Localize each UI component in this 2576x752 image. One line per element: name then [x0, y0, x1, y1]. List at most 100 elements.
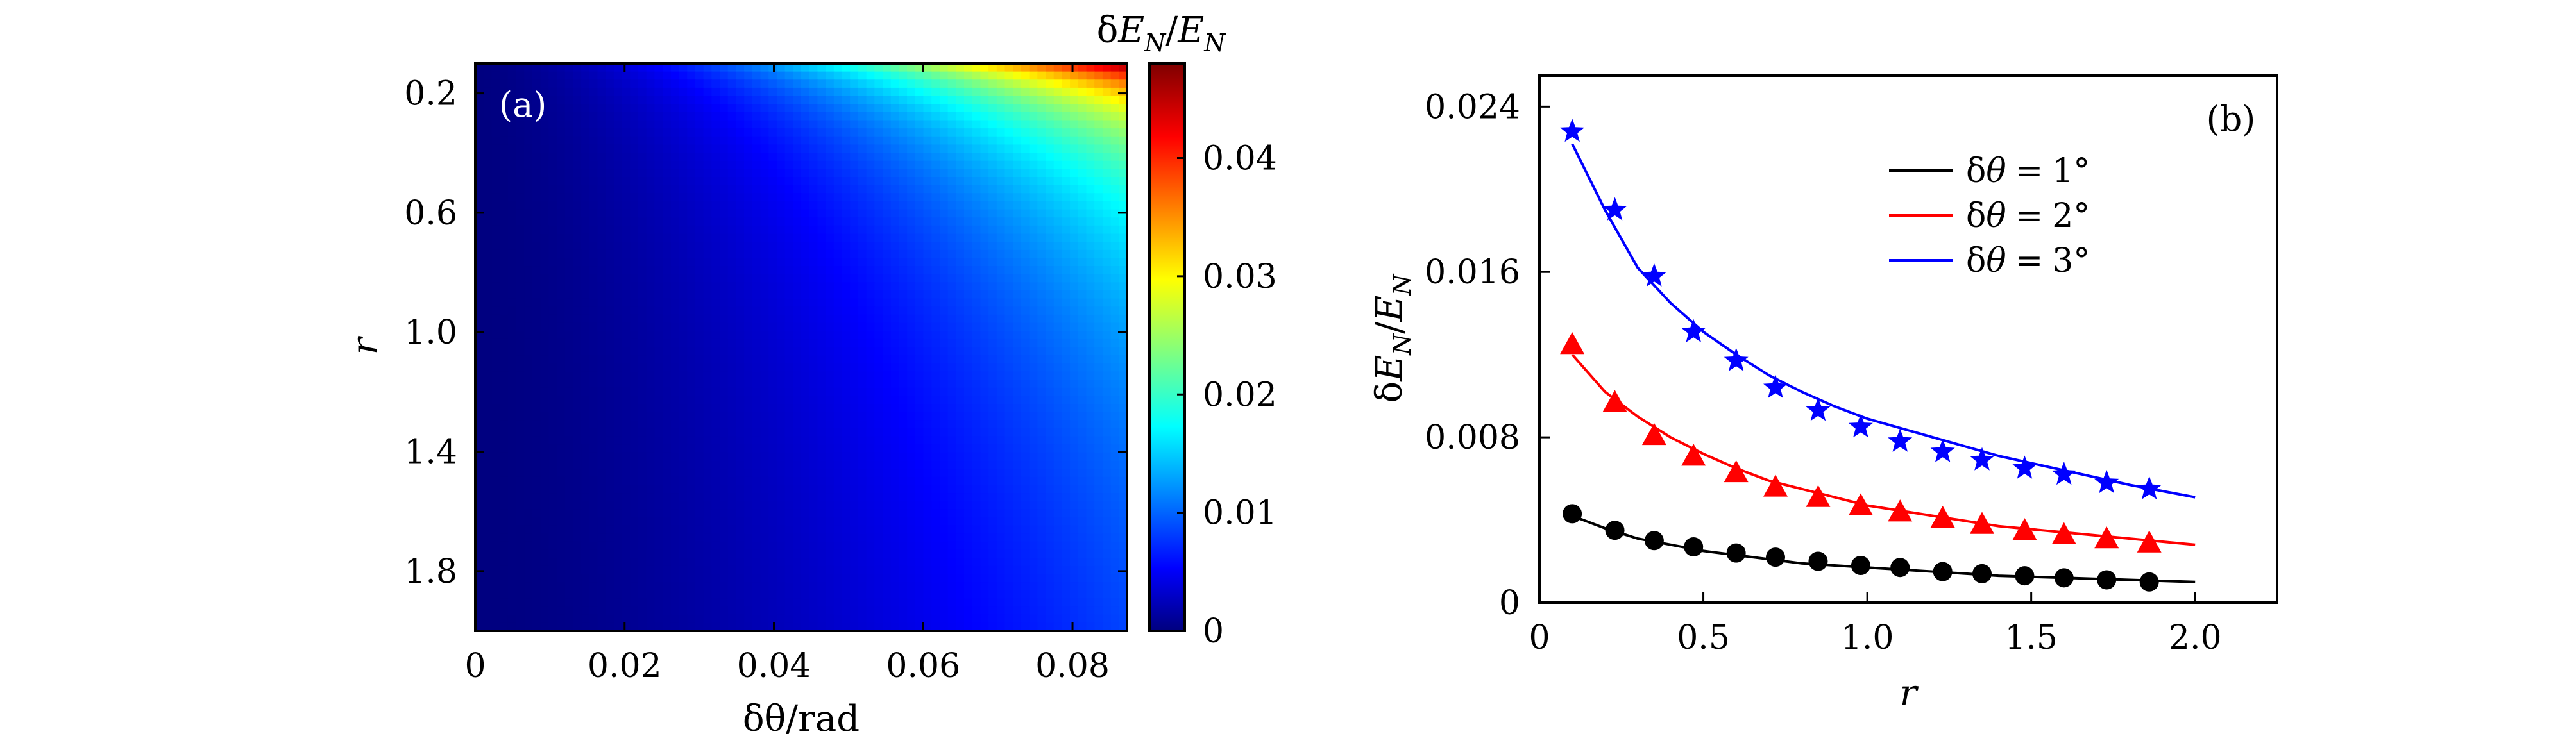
heatmap-cell: [947, 144, 957, 153]
heatmap-cell: [597, 517, 606, 526]
heatmap-cell: [630, 306, 639, 315]
heatmap-cell: [947, 290, 957, 299]
heatmap-cell: [500, 104, 509, 113]
heatmap-cell: [784, 112, 794, 121]
heatmap-cell: [760, 144, 769, 153]
heatmap-cell: [630, 258, 639, 267]
heatmap-cell: [516, 314, 525, 324]
heatmap-cell: [524, 347, 533, 356]
heatmap-cell: [540, 266, 550, 275]
heatmap-cell: [1046, 460, 1055, 469]
heatmap-cell: [597, 338, 606, 348]
heatmap-cell: [784, 120, 794, 129]
heatmap-cell: [809, 428, 818, 437]
heatmap-cell: [1013, 209, 1022, 219]
heatmap-cell: [956, 185, 965, 194]
heatmap-cell: [874, 274, 883, 283]
heatmap-cell: [548, 452, 557, 462]
heatmap-cell: [524, 412, 533, 421]
heatmap-cell: [507, 128, 517, 137]
heatmap-cell: [711, 282, 720, 291]
heatmap-cell: [883, 266, 892, 275]
heatmap-cell: [483, 460, 493, 469]
heatmap-cell: [784, 476, 794, 486]
heatmap-cell: [996, 476, 1006, 486]
heatmap-cell: [564, 444, 574, 453]
heatmap-cell: [1062, 331, 1071, 340]
heatmap-cell: [874, 128, 883, 137]
heatmap-cell: [532, 541, 541, 551]
heatmap-cell: [532, 436, 541, 446]
heatmap-cell: [507, 444, 517, 453]
heatmap-cell: [972, 533, 981, 542]
heatmap-cell: [711, 420, 720, 429]
heatmap-cell: [516, 380, 525, 389]
heatmap-cell: [1094, 120, 1103, 129]
heatmap-cell: [768, 558, 777, 567]
heatmap-cell: [964, 96, 973, 105]
heatmap-cell: [752, 476, 761, 486]
heatmap-cell: [727, 79, 737, 88]
heatmap-cell: [670, 371, 680, 380]
heatmap-cell: [826, 363, 835, 372]
heatmap-cell: [557, 338, 566, 348]
heatmap-cell: [654, 87, 663, 97]
heatmap-cell: [500, 306, 509, 315]
heatmap-cell: [532, 169, 541, 178]
heatmap-cell: [1094, 387, 1103, 397]
heatmap-cell: [548, 404, 557, 413]
heatmap-cell: [760, 460, 769, 469]
heatmap-cell: [573, 160, 582, 170]
heatmap-cell: [980, 217, 989, 226]
heatmap-cell: [573, 355, 582, 364]
heatmap-cell: [899, 476, 908, 486]
heatmap-cell: [996, 322, 1006, 332]
heatmap-cell: [809, 338, 818, 348]
heatmap-cell: [801, 282, 810, 291]
heatmap-cell: [654, 96, 663, 105]
heatmap-cell: [491, 347, 500, 356]
heatmap-cell: [475, 185, 484, 194]
heatmap-cell: [899, 436, 908, 446]
heatmap-cell: [1053, 225, 1063, 235]
heatmap-cell: [939, 355, 949, 364]
heatmap-cell: [1110, 331, 1120, 340]
heatmap-cell: [1078, 120, 1087, 129]
heatmap-cell: [589, 242, 598, 251]
heatmap-cell: [630, 428, 639, 437]
heatmap-cell: [516, 79, 525, 88]
heatmap-cell: [866, 533, 876, 542]
heatmap-cell: [988, 71, 997, 81]
heatmap-cell: [776, 404, 786, 413]
heatmap-cell: [646, 201, 656, 210]
heatmap-cell: [883, 249, 892, 259]
heatmap-cell: [573, 436, 582, 446]
heatmap-cell: [540, 331, 550, 340]
heatmap-cell: [540, 185, 550, 194]
heatmap-cell: [720, 63, 729, 72]
heatmap-cell: [483, 517, 493, 526]
heatmap-cell: [524, 314, 533, 324]
heatmap-cell: [475, 193, 484, 202]
heatmap-cell: [1102, 96, 1112, 105]
heatmap-cell: [858, 136, 867, 146]
heatmap-cell: [956, 436, 965, 446]
heatmap-cell: [809, 169, 818, 178]
heatmap-cell: [964, 274, 973, 283]
heatmap-cell: [1062, 469, 1071, 478]
heatmap-cell: [833, 201, 843, 210]
heatmap-cell: [703, 525, 713, 535]
heatmap-cell: [809, 412, 818, 421]
heatmap-cell: [826, 549, 835, 559]
heatmap-cell: [663, 153, 672, 162]
heatmap-cell: [573, 541, 582, 551]
heatmap-cell: [507, 306, 517, 315]
heatmap-cell: [1110, 558, 1120, 567]
heatmap-cell: [850, 322, 859, 332]
heatmap-cell: [1086, 380, 1095, 389]
heatmap-cell: [613, 193, 623, 202]
heatmap-cell: [483, 266, 493, 275]
heatmap-cell: [752, 380, 761, 389]
heatmap-cell: [988, 322, 997, 332]
heatmap-cell: [524, 225, 533, 235]
